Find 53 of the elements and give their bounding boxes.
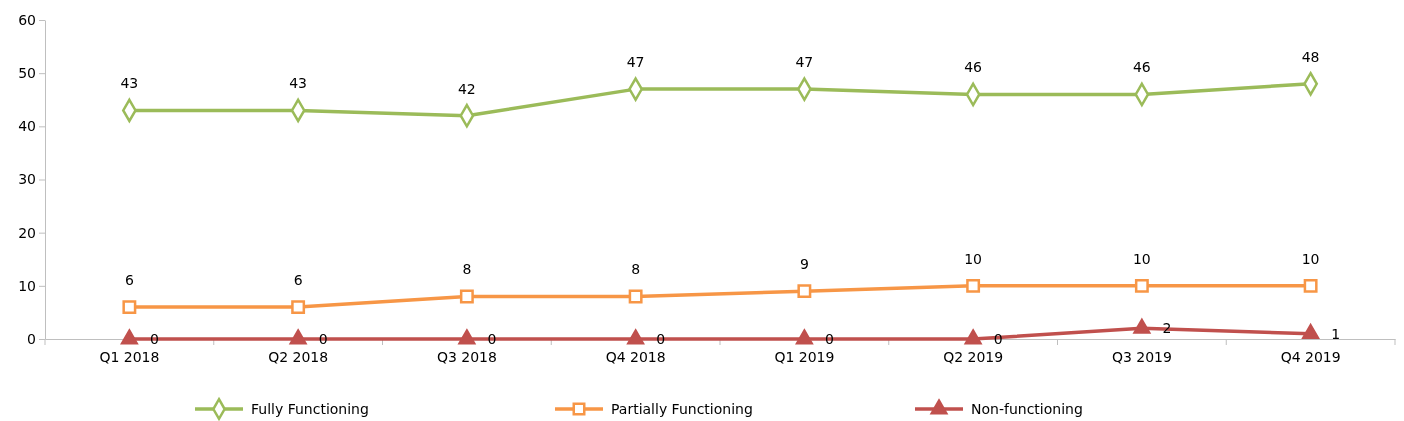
point	[1303, 278, 1318, 293]
y-tick-label: 0	[27, 330, 36, 347]
x-tick-label: Q4 2018	[605, 348, 666, 365]
x-tick-label: Q3 2018	[436, 348, 497, 365]
point	[120, 329, 138, 345]
x-tick-label: Q3 2019	[1111, 348, 1172, 365]
y-tick-label: 50	[18, 65, 36, 82]
point	[628, 289, 643, 304]
point	[1134, 278, 1149, 293]
y-tick-label: 10	[18, 277, 36, 294]
data-label: 43	[120, 75, 139, 92]
data-label: 46	[1132, 59, 1151, 76]
data-label: 10	[964, 250, 983, 267]
point	[964, 329, 982, 345]
data-label: 10	[1301, 250, 1320, 267]
point	[1133, 318, 1151, 334]
data-label: 10	[1132, 250, 1151, 267]
point	[291, 300, 306, 315]
point	[966, 278, 981, 293]
data-label: 9	[799, 256, 809, 273]
legend-label: Partially Functioning	[611, 401, 753, 417]
point	[289, 329, 307, 345]
data-label: 0	[993, 331, 1003, 347]
point	[458, 329, 476, 345]
point	[1302, 324, 1320, 340]
data-label: 6	[293, 272, 303, 289]
x-tick-label: Q1 2018	[99, 348, 160, 365]
x-tick-label: Q2 2019	[943, 348, 1004, 365]
legend-label: Fully Functioning	[251, 401, 369, 417]
data-label: 6	[124, 272, 134, 289]
y-tick-label: 30	[18, 171, 36, 188]
y-tick-label: 20	[18, 224, 36, 241]
data-label: 48	[1301, 48, 1320, 65]
data-label: 8	[631, 261, 641, 278]
y-tick-label: 60	[18, 11, 36, 28]
point	[122, 300, 137, 315]
point	[459, 289, 474, 304]
y-tick-label: 40	[18, 118, 36, 135]
data-label: 47	[795, 54, 814, 71]
data-label: 47	[626, 54, 645, 71]
x-tick-label: Q2 2018	[268, 348, 329, 365]
data-label: 8	[462, 261, 472, 278]
data-label: 43	[289, 75, 308, 92]
legend-label: Non-functioning	[971, 401, 1083, 417]
point	[627, 329, 645, 345]
point	[795, 329, 813, 345]
data-label: 42	[457, 80, 476, 97]
x-tick-label: Q1 2019	[774, 348, 835, 365]
data-label: 46	[964, 59, 983, 76]
point	[797, 284, 812, 299]
data-label: 1	[1331, 325, 1341, 342]
x-tick-label: Q4 2019	[1280, 348, 1341, 365]
data-label: 2	[1162, 320, 1172, 337]
